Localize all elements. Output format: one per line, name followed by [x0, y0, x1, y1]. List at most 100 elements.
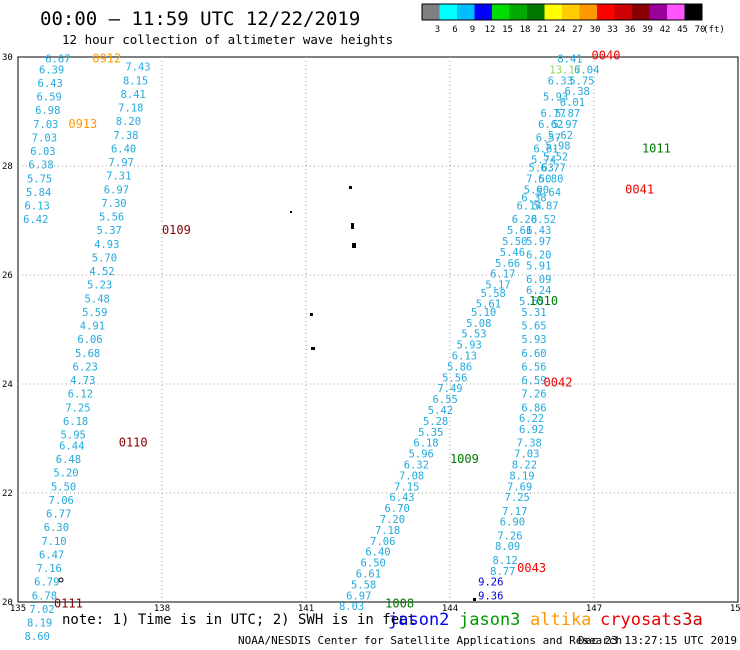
wave-height-point: 5.98: [545, 141, 570, 153]
pass-time-label: 1010: [529, 294, 558, 308]
wave-height-point: 6.60: [521, 348, 546, 360]
wave-height-point: 5.97: [526, 236, 551, 248]
island-mark: [473, 598, 476, 601]
wave-height-point: 7.31: [106, 171, 131, 183]
wave-height-point: 7.08: [399, 470, 424, 482]
wave-height-point: 5.56: [442, 372, 467, 384]
wave-height-point: 5.10: [471, 307, 496, 319]
wave-height-point: 6.20: [526, 250, 551, 262]
scale-swatch: [457, 4, 475, 20]
wave-height-point: 5.50: [502, 236, 527, 248]
wave-height-point: 6.78: [32, 590, 57, 602]
wave-height-point: 4.73: [70, 375, 95, 387]
wave-height-point: 5.46: [500, 247, 525, 259]
y-tick-label: 28: [2, 162, 13, 172]
x-tick-label: 135: [10, 604, 26, 614]
x-tick-label: 138: [154, 604, 170, 614]
wave-height-point: 5.62: [548, 130, 573, 142]
pass-time-labels: 0912 0913 0109 0110 0111 1011 0041 0040 1010 0042…: [54, 49, 671, 611]
color-scale-legend: 3 6 9 12 15 18 21 24 27 30 33 36 39 42 45 70(ft): [421, 3, 725, 35]
wave-height-point: 6.12: [68, 389, 93, 401]
wave-height-point: 8.03: [339, 601, 364, 613]
wave-height-point: 6.98: [35, 105, 60, 117]
legend-cryosat: cryosat: [600, 610, 672, 630]
wave-height-point: 6.47: [39, 549, 64, 561]
scale-label: 3: [435, 25, 440, 35]
wave-height-point: 7.38: [517, 438, 542, 450]
wave-height-point: 6.62: [538, 119, 563, 131]
wave-height-point: 5.31: [521, 307, 546, 319]
wave-height-point: 7.30: [101, 198, 126, 210]
wave-height-point: 5.90: [524, 184, 549, 196]
scale-label: 39: [642, 25, 653, 35]
wave-height-point: 6.04: [574, 64, 599, 76]
wave-height-point: 7.69: [507, 481, 532, 493]
wave-height-point: 6.40: [111, 143, 136, 155]
wave-height-point: 6.01: [560, 97, 585, 109]
wave-height-point: 5.65: [521, 321, 546, 333]
scale-label: 9: [470, 25, 475, 35]
wave-height-point: 7.43: [125, 62, 150, 74]
wave-height-point: 8.77: [490, 566, 515, 578]
scale-label: 24: [555, 25, 566, 35]
scale-label: 27: [572, 25, 583, 35]
wave-height-point: 6.77: [541, 108, 566, 120]
wave-height-point: 5.61: [507, 225, 532, 237]
scale-swatch: [614, 4, 632, 20]
wave-height-point: 5.48: [85, 293, 110, 305]
wave-height-point: 6.43: [526, 225, 551, 237]
grid-lines: [18, 57, 738, 602]
chart-subtitle: 12 hour collection of altimeter wave hei…: [62, 32, 393, 47]
scale-label: 45: [677, 25, 688, 35]
wave-height-point: 6.38: [521, 192, 546, 204]
pass-time-label: 0040: [592, 49, 621, 63]
wave-height-point: 7.06: [370, 536, 395, 548]
wave-height-point: 6.61: [533, 143, 558, 155]
wave-height-point: 7.50: [526, 173, 551, 185]
wave-height-point: 7.15: [394, 481, 419, 493]
wave-height-point: 7.18: [118, 103, 143, 115]
wave-height-point: 5.87: [533, 201, 558, 213]
scale-label: 6: [452, 25, 457, 35]
pass-time-label: 0913: [68, 117, 97, 131]
island-mark: [349, 186, 352, 189]
wave-height-point: 5.23: [87, 280, 112, 292]
scale-label: 15: [502, 25, 513, 35]
wave-height-point: 8.19: [27, 618, 52, 630]
credit-text: NOAA/NESDIS Center for Satellite Applica…: [238, 634, 622, 647]
scale-swatch: [579, 4, 597, 20]
y-tick-label: 20: [2, 598, 13, 608]
wave-height-point: 6.13: [25, 201, 50, 213]
wave-height-point: 6.67: [45, 53, 70, 65]
pass-time-label: 1011: [642, 141, 671, 155]
wave-height-point: 7.10: [41, 536, 66, 548]
scale-label: 18: [520, 25, 531, 35]
chart-title: 00:00 — 11:59 UTC 12/22/2019: [40, 8, 360, 30]
wave-height-point: 5.87: [555, 108, 580, 120]
scale-swatch: [422, 4, 440, 20]
wave-height-point: 6.18: [413, 438, 438, 450]
wave-height-point: 5.97: [553, 119, 578, 131]
wave-height-point: 8.41: [557, 53, 582, 65]
x-axis-ticks: 135 138 141 144 147 150: [10, 604, 740, 614]
x-tick-label: 141: [298, 604, 314, 614]
wave-height-point: 6.90: [500, 517, 525, 529]
wave-height-point: 5.84: [26, 187, 51, 199]
scale-label: 70: [695, 25, 706, 35]
wave-height-point: 6.59: [37, 92, 62, 104]
scale-swatch: [439, 4, 457, 20]
wave-height-point: 6.22: [519, 413, 544, 425]
pass-time-label: 1009: [450, 452, 479, 466]
wave-height-point: 9.36: [478, 590, 503, 602]
wave-height-point: 5.20: [53, 468, 78, 480]
wave-height-point: 6.80: [538, 173, 563, 185]
wave-height-point: 6.77: [46, 509, 71, 521]
legend-altika: altika: [530, 610, 591, 630]
footnote: note: 1) Time is in UTC; 2) SWH is in fe…: [62, 612, 416, 628]
y-axis-ticks: 20 22 24 26 28 30: [2, 53, 13, 608]
scale-swatch: [474, 4, 492, 20]
wave-height-point: 6.32: [404, 459, 429, 471]
wave-height-point: 5.63: [529, 162, 554, 174]
pass-time-label: 0042: [544, 376, 573, 390]
